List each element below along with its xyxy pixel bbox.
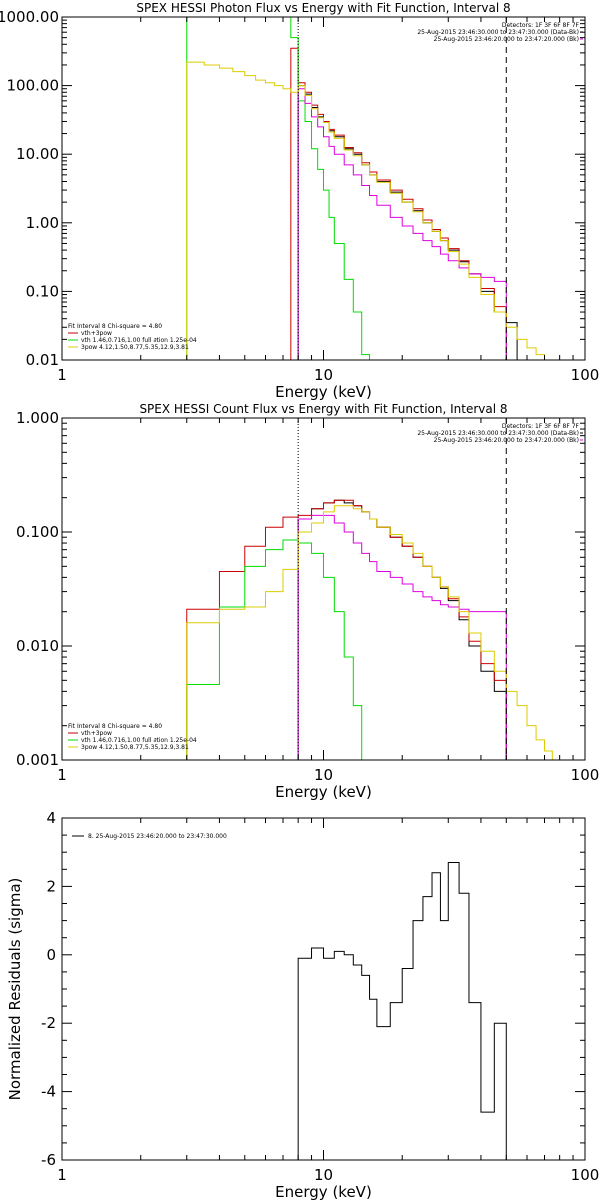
y-tick-label: 2 bbox=[46, 877, 56, 895]
y-tick-label: 100.00 bbox=[7, 77, 60, 95]
y-tick-label: 1.00 bbox=[26, 214, 59, 232]
y-tick-label: 0 bbox=[46, 946, 56, 964]
x-axis-label: Energy (keV) bbox=[275, 1183, 372, 1200]
legend-entry: vth+3pow bbox=[81, 330, 112, 337]
x-axis-label: Energy (keV) bbox=[275, 383, 372, 401]
count-flux-panel: SPEX HESSI Count Flux vs Energy with Fit… bbox=[16, 402, 599, 801]
series-2-line bbox=[186, 539, 371, 760]
photon-flux-panel: SPEX HESSI Photon Flux vs Energy with Fi… bbox=[0, 1, 599, 401]
y-tick-label: 1.000 bbox=[16, 409, 59, 427]
info-text: 25-Aug-2015 23:46:20.000 to 23:47:20.000… bbox=[434, 36, 579, 43]
legend-entry: 8. 25-Aug-2015 23:46:20.000 to 23:47:30.… bbox=[88, 833, 227, 840]
info-text: Detectors: 1F 3F 6F 8F 7F bbox=[502, 22, 580, 29]
y-tick-label: 10.00 bbox=[16, 145, 59, 163]
series-group bbox=[186, 17, 553, 360]
series-2-line bbox=[186, 17, 371, 360]
series-4-line bbox=[186, 61, 553, 360]
series-1-line bbox=[290, 47, 507, 360]
series-3-line bbox=[297, 514, 507, 760]
series-3-line bbox=[297, 88, 507, 360]
series-0-line bbox=[297, 85, 518, 360]
x-tick-label: 1 bbox=[57, 366, 67, 384]
residuals-panel: 1 10 100 -6 -4 -2 0 2 4 Energy (keV) Normalized Re… bbox=[6, 809, 600, 1201]
y-tick-label: -2 bbox=[41, 1014, 56, 1032]
y-tick-label: 0.010 bbox=[16, 637, 59, 655]
y-tick-label: 1000.00 bbox=[0, 8, 59, 26]
series-group bbox=[186, 499, 561, 760]
legend-entry: 3pow 4.12,1.50,8.77,5.35,12.9,3.81 bbox=[81, 744, 189, 751]
info-text: 25-Aug-2015 23:46:30.000 to 23:47:30.000… bbox=[417, 430, 579, 437]
series-1-line bbox=[186, 499, 507, 760]
x-tick-label: 10 bbox=[314, 366, 333, 384]
legend-entry: 3pow 4.12,1.50,8.77,5.35,12.9,3.81 bbox=[81, 344, 189, 351]
x-tick-label: 100 bbox=[571, 1166, 600, 1184]
x-tick-label: 100 bbox=[571, 366, 600, 384]
series-0-line bbox=[297, 861, 507, 1160]
chart-title: SPEX HESSI Photon Flux vs Energy with Fi… bbox=[136, 1, 510, 15]
chart-title: SPEX HESSI Count Flux vs Energy with Fit… bbox=[139, 402, 507, 416]
x-axis-label: Energy (keV) bbox=[275, 783, 372, 801]
x-tick-label: 10 bbox=[314, 766, 333, 784]
y-axis-label: Normalized Residuals (sigma) bbox=[6, 878, 24, 1101]
y-tick-label: 0.001 bbox=[16, 751, 59, 769]
legend-entry: Fit Interval 8 Chi-square = 4.80 bbox=[68, 723, 162, 730]
info-text: 25-Aug-2015 23:46:20.000 to 23:47:20.000… bbox=[434, 437, 579, 444]
info-text: 25-Aug-2015 23:46:30.000 to 23:47:30.000… bbox=[417, 29, 579, 36]
x-tick-label: 1 bbox=[57, 766, 67, 784]
x-tick-label: 10 bbox=[314, 1166, 333, 1184]
legend-entry: vth 1.46,0.716,1.00 full ∂tion 1.25e-04 bbox=[81, 337, 197, 344]
legend-entry: Fit Interval 8 Chi-square = 4.80 bbox=[68, 323, 162, 330]
legend-entry: vth 1.46,0.716,1.00 full ∂tion 1.25e-04 bbox=[81, 737, 197, 744]
y-tick-label: 0.10 bbox=[26, 282, 59, 300]
y-tick-label: 0.100 bbox=[16, 523, 59, 541]
legend-entry: vth+3pow bbox=[81, 730, 112, 737]
x-tick-label: 1 bbox=[57, 1166, 67, 1184]
info-text: Detectors: 1F 3F 6F 8F 7F bbox=[502, 423, 580, 430]
y-tick-label: 4 bbox=[46, 809, 56, 827]
x-tick-label: 100 bbox=[571, 766, 600, 784]
series-4-line bbox=[186, 505, 561, 760]
series-group bbox=[297, 861, 507, 1160]
y-tick-label: -6 bbox=[41, 1151, 56, 1169]
y-tick-label: -4 bbox=[41, 1083, 56, 1101]
y-tick-label: 0.01 bbox=[26, 351, 59, 369]
